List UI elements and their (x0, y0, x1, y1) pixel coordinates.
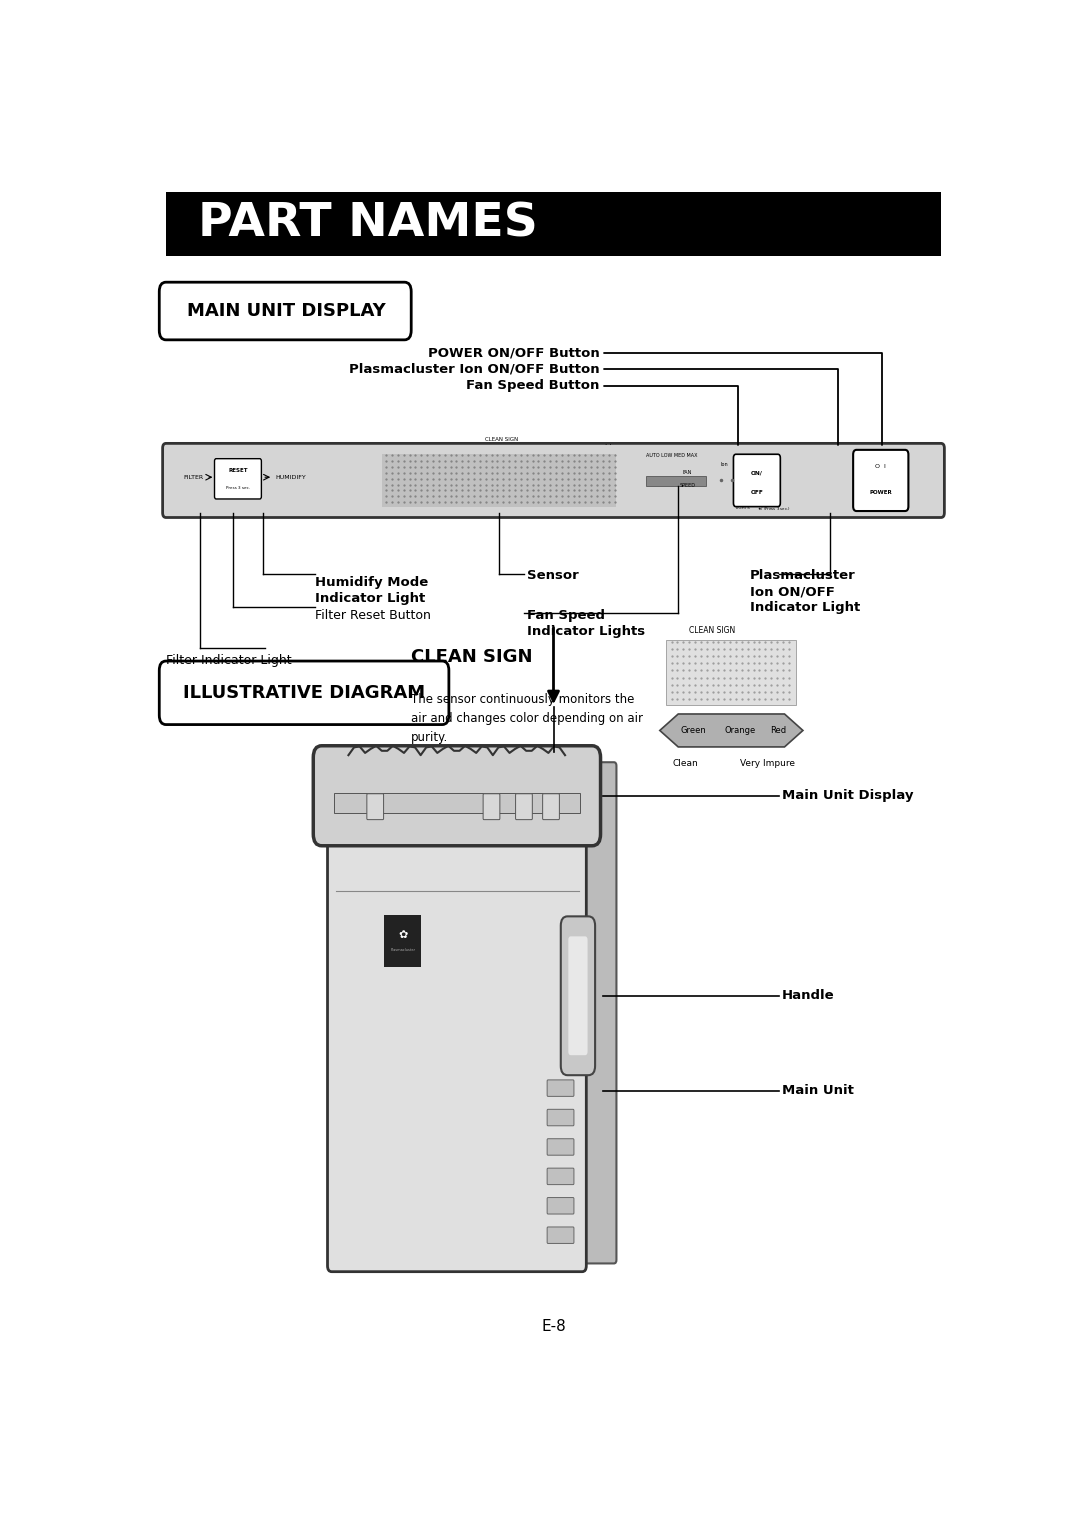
FancyBboxPatch shape (384, 915, 421, 967)
FancyBboxPatch shape (163, 443, 944, 518)
Text: CLEAN SIGN: CLEAN SIGN (411, 648, 532, 666)
FancyBboxPatch shape (548, 1167, 573, 1184)
Text: CLEAN SIGN: CLEAN SIGN (689, 626, 735, 636)
Text: RESET: RESET (228, 468, 247, 474)
FancyBboxPatch shape (382, 454, 617, 507)
FancyBboxPatch shape (561, 917, 595, 1076)
Text: Ion: Ion (720, 461, 728, 466)
Text: Humidify Mode
Indicator Light: Humidify Mode Indicator Light (315, 576, 428, 605)
Text: Orange: Orange (725, 726, 756, 735)
Text: PART NAMES: PART NAMES (198, 202, 538, 246)
FancyBboxPatch shape (646, 475, 706, 486)
Text: Fan Speed
Indicator Lights: Fan Speed Indicator Lights (527, 610, 645, 639)
Text: CLEAN SIGN: CLEAN SIGN (485, 437, 518, 442)
FancyBboxPatch shape (548, 1227, 573, 1244)
Text: E-8: E-8 (541, 1320, 566, 1334)
Text: The sensor continuously monitors the
air and changes color depending on air
puri: The sensor continuously monitors the air… (411, 692, 644, 744)
FancyBboxPatch shape (542, 793, 559, 819)
FancyBboxPatch shape (548, 1138, 573, 1155)
Text: Plasmacluster: Plasmacluster (390, 949, 416, 952)
Text: Plasmacluster
Ion ON/OFF
Indicator Light: Plasmacluster Ion ON/OFF Indicator Light (751, 570, 861, 614)
Text: MAIN UNIT DISPLAY: MAIN UNIT DISPLAY (187, 303, 386, 319)
FancyBboxPatch shape (313, 746, 600, 847)
Text: LIGHTS: LIGHTS (735, 506, 751, 510)
FancyBboxPatch shape (327, 759, 586, 1271)
Text: ON/: ON/ (751, 471, 762, 475)
Text: ILLUSTRATIVE DIAGRAM: ILLUSTRATIVE DIAGRAM (183, 685, 426, 701)
Text: FAN: FAN (683, 471, 692, 475)
Text: Press 3 sec.: Press 3 sec. (226, 486, 249, 490)
Text: SPEED: SPEED (679, 483, 696, 487)
Text: Sensor: Sensor (527, 570, 579, 582)
Text: Filter Indicator Light: Filter Indicator Light (166, 654, 292, 668)
Polygon shape (660, 714, 802, 747)
FancyBboxPatch shape (548, 1109, 573, 1126)
FancyBboxPatch shape (166, 191, 941, 257)
Text: Plasmacluster Ion ON/OFF Button: Plasmacluster Ion ON/OFF Button (349, 362, 599, 376)
FancyBboxPatch shape (568, 937, 588, 1056)
Text: OFF: OFF (751, 489, 764, 495)
Text: HUMIDIFY: HUMIDIFY (275, 475, 307, 480)
Text: Very Impure: Very Impure (740, 759, 795, 767)
Text: Red: Red (770, 726, 786, 735)
Text: $\bigstar$/ (Press 3 sec.): $\bigstar$/ (Press 3 sec.) (757, 506, 791, 512)
FancyBboxPatch shape (853, 449, 908, 510)
Text: Handle: Handle (782, 989, 835, 1002)
Text: Clean: Clean (673, 759, 698, 767)
FancyBboxPatch shape (666, 640, 796, 704)
Text: Fan Speed Button: Fan Speed Button (467, 379, 599, 393)
Text: ✿: ✿ (399, 931, 407, 940)
Text: Main Unit Display: Main Unit Display (782, 790, 914, 802)
Text: POWER ON/OFF Button: POWER ON/OFF Button (428, 347, 599, 359)
FancyBboxPatch shape (515, 793, 532, 819)
Text: POWER: POWER (869, 489, 892, 495)
FancyBboxPatch shape (159, 662, 449, 724)
FancyBboxPatch shape (334, 793, 580, 813)
Text: Filter Reset Button: Filter Reset Button (315, 610, 431, 622)
FancyBboxPatch shape (159, 283, 411, 339)
FancyBboxPatch shape (548, 1080, 573, 1097)
FancyBboxPatch shape (580, 762, 617, 1264)
FancyBboxPatch shape (548, 1198, 573, 1215)
Text: O  I: O I (875, 463, 887, 469)
FancyBboxPatch shape (367, 793, 383, 819)
FancyBboxPatch shape (483, 793, 500, 819)
Text: Main Unit: Main Unit (782, 1085, 854, 1097)
Text: Green: Green (680, 726, 706, 735)
Text: . .: . . (606, 440, 612, 446)
FancyBboxPatch shape (733, 454, 781, 507)
Text: FILTER: FILTER (184, 475, 204, 480)
Text: AUTO LOW MED MAX: AUTO LOW MED MAX (646, 452, 697, 458)
FancyBboxPatch shape (215, 458, 261, 500)
